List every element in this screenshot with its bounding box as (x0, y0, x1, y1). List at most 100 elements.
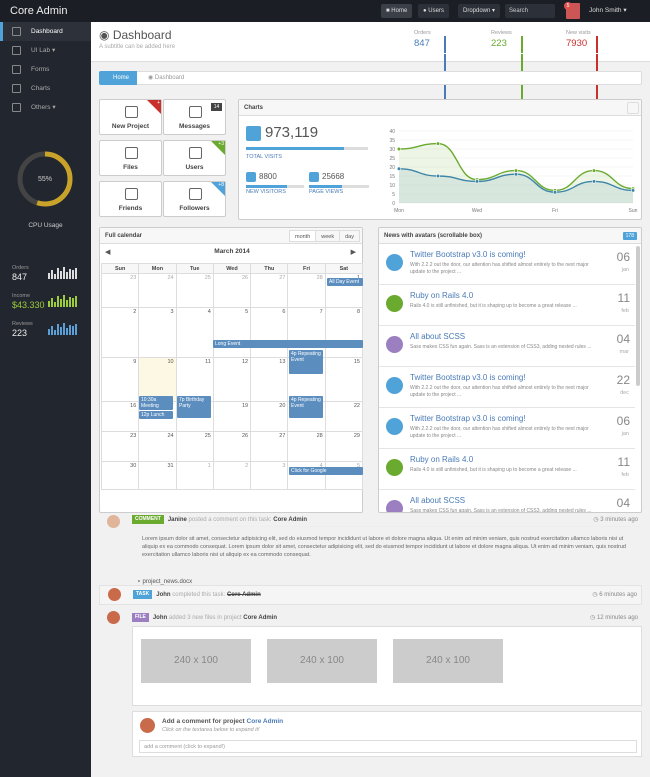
calendar-event[interactable]: 12p Lunch (139, 411, 173, 419)
image-placeholder[interactable]: 240 x 100 (393, 639, 503, 683)
data-point[interactable] (435, 141, 441, 146)
calendar-day[interactable]: 3 (138, 307, 177, 358)
calendar-event[interactable]: 4p Repeating Event (289, 350, 323, 374)
calendar-day[interactable]: 4 (287, 461, 326, 490)
sidebar-item-dashboard[interactable]: Dashboard (0, 22, 91, 41)
calendar-day[interactable]: 5 (212, 307, 252, 358)
calendar-event[interactable]: Long Event (213, 340, 363, 348)
breadcrumb-home[interactable]: Home (99, 71, 138, 85)
news-item[interactable]: Ruby on Rails 4.0 Rails 4.0 is still unfi… (379, 286, 635, 326)
sidebar-item-others[interactable]: Others ▾ (0, 98, 91, 117)
calendar-day[interactable]: 6 (250, 307, 289, 358)
calendar-day[interactable]: 27 (250, 431, 289, 462)
news-title[interactable]: Twitter Bootstrap v3.0 is coming! (410, 250, 526, 259)
calendar-day[interactable]: 11 (175, 357, 214, 402)
sidebar-item-forms[interactable]: Forms (0, 60, 91, 79)
brand-logo[interactable]: Core Admin (10, 5, 68, 17)
calendar-day[interactable]: 12 (212, 357, 252, 402)
tile-files[interactable]: Files (99, 140, 162, 176)
calendar-day[interactable]: 30 (100, 461, 140, 490)
image-placeholder[interactable]: 240 x 100 (267, 639, 377, 683)
calendar-view-month[interactable]: month (288, 230, 317, 242)
add-comment-target[interactable]: Core Admin (246, 718, 284, 725)
calendar-day[interactable]: 25 (175, 431, 214, 462)
tile-messages[interactable]: Messages 14 (163, 99, 226, 135)
next-month-button[interactable]: ▶ (350, 249, 356, 256)
calendar-day[interactable]: 19 (212, 401, 252, 432)
calendar-day[interactable]: 29 (324, 431, 364, 462)
gear-icon[interactable] (627, 102, 639, 114)
calendar-event[interactable]: 7p Birthday Party (177, 396, 211, 418)
news-title[interactable]: Twitter Bootstrap v3.0 is coming! (410, 373, 526, 382)
news-item[interactable]: Twitter Bootstrap v3.0 is coming! With 2.… (379, 409, 635, 449)
sidebar-item-ui-lab[interactable]: UI Lab ▾ (0, 41, 91, 60)
calendar-day[interactable]: 8 (324, 307, 364, 358)
comment-user[interactable]: Janine (167, 517, 187, 523)
news-scrollbar[interactable] (636, 246, 640, 386)
file-target[interactable]: Core Admin (243, 615, 278, 621)
news-title[interactable]: Ruby on Rails 4.0 (410, 455, 474, 464)
attachment-link[interactable]: project_news.docx (142, 579, 193, 585)
nav-users-button[interactable]: ● Users (418, 4, 449, 18)
news-title[interactable]: All about SCSS (410, 496, 466, 505)
nav-dropdown-button[interactable]: Dropdown ▾ (458, 4, 501, 18)
calendar-day[interactable]: 23 (100, 273, 140, 308)
tile-new-project[interactable]: New Project + (99, 99, 162, 135)
news-title[interactable]: Twitter Bootstrap v3.0 is coming! (410, 414, 526, 423)
calendar-event[interactable]: 10:30a Meeting (139, 396, 173, 410)
calendar-day[interactable]: 15 (324, 357, 364, 402)
calendar-day[interactable]: 1 (175, 461, 214, 490)
task-target[interactable]: Core Admin (226, 592, 261, 598)
news-item[interactable]: All about SCSS Sass makes CSS fun again. … (379, 491, 635, 512)
calendar-day[interactable]: 2 (212, 461, 252, 490)
news-item[interactable]: All about SCSS Sass makes CSS fun again. … (379, 327, 635, 367)
calendar-day[interactable]: 31 (138, 461, 177, 490)
data-point[interactable] (396, 166, 402, 171)
calendar-day[interactable]: 23 (100, 431, 140, 462)
calendar-day[interactable]: 5 (324, 461, 364, 490)
nav-home-button[interactable]: ■ Home (381, 4, 413, 18)
data-point[interactable] (630, 188, 636, 193)
calendar-day[interactable]: 26 (212, 273, 252, 308)
data-point[interactable] (513, 172, 519, 177)
calendar-event[interactable]: 4p Repeating Event (289, 396, 323, 418)
tile-followers[interactable]: Followers +8 (163, 181, 226, 217)
calendar-day[interactable]: 28 (287, 431, 326, 462)
news-item[interactable]: Twitter Bootstrap v3.0 is coming! With 2.… (379, 368, 635, 408)
data-point[interactable] (552, 190, 558, 195)
calendar-day[interactable]: 26 (212, 431, 252, 462)
calendar-view-day[interactable]: day (339, 230, 360, 242)
calendar-day[interactable]: 22 (324, 401, 364, 432)
calendar-day[interactable]: 25 (175, 273, 214, 308)
file-user[interactable]: John (152, 615, 168, 621)
calendar-day[interactable]: 2 (100, 307, 140, 358)
news-title[interactable]: Ruby on Rails 4.0 (410, 291, 474, 300)
calendar-day[interactable]: 10 (138, 357, 177, 402)
data-point[interactable] (435, 173, 441, 179)
calendar-event[interactable]: Click for Google (289, 467, 363, 475)
data-point[interactable] (591, 168, 597, 173)
calendar-day[interactable]: 13 (250, 357, 289, 402)
sidebar-item-charts[interactable]: Charts (0, 79, 91, 98)
calendar-day[interactable]: 9 (100, 357, 140, 402)
calendar-day[interactable]: 7 (287, 307, 326, 358)
tile-friends[interactable]: Friends (99, 181, 162, 217)
calendar-day[interactable]: 24 (138, 273, 177, 308)
calendar-day[interactable]: 16 (100, 401, 140, 432)
data-point[interactable] (396, 146, 402, 152)
task-user[interactable]: John (156, 592, 171, 598)
comment-target[interactable]: Core Admin (273, 517, 308, 523)
calendar-day[interactable]: 28 (287, 273, 326, 308)
calendar-day[interactable]: 4 (175, 307, 214, 358)
prev-month-button[interactable]: ◀ (105, 249, 111, 256)
calendar-view-week[interactable]: week (315, 230, 341, 242)
news-item[interactable]: Twitter Bootstrap v3.0 is coming! With 2.… (379, 245, 635, 285)
calendar-event[interactable]: All Day Event (327, 278, 363, 286)
tile-users[interactable]: Users +3 (163, 140, 226, 176)
data-point[interactable] (474, 179, 480, 184)
comment-textarea[interactable]: add a comment (click to expand!) (139, 740, 637, 753)
news-title[interactable]: All about SCSS (410, 332, 466, 341)
data-point[interactable] (591, 179, 597, 184)
news-item[interactable]: Ruby on Rails 4.0 Rails 4.0 is still unfi… (379, 450, 635, 490)
calendar-day[interactable]: 3 (250, 461, 289, 490)
